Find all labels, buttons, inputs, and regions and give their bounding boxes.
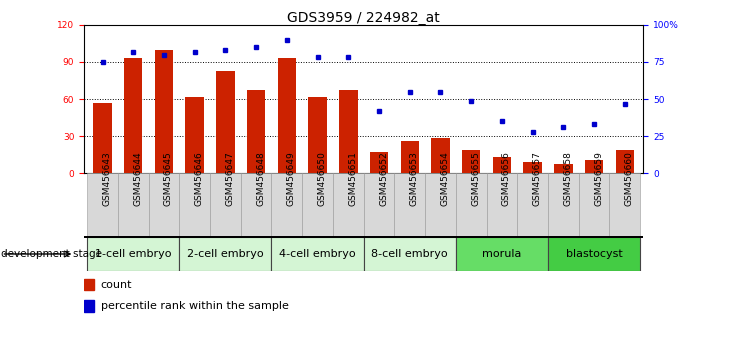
Text: 8-cell embryo: 8-cell embryo <box>371 249 448 259</box>
Text: GSM456656: GSM456656 <box>502 151 511 206</box>
Bar <box>333 173 363 237</box>
Bar <box>247 90 265 173</box>
Text: GSM456649: GSM456649 <box>287 151 296 206</box>
Text: GSM456650: GSM456650 <box>317 151 327 206</box>
Bar <box>548 237 640 271</box>
Bar <box>579 173 610 237</box>
Bar <box>84 300 94 312</box>
Bar <box>431 137 450 173</box>
Bar <box>216 70 235 173</box>
Text: GSM456652: GSM456652 <box>379 151 388 206</box>
Text: count: count <box>101 280 132 290</box>
Bar <box>210 173 240 237</box>
Text: blastocyst: blastocyst <box>566 249 623 259</box>
Bar <box>302 173 333 237</box>
Bar <box>87 237 179 271</box>
Bar <box>548 173 579 237</box>
Bar <box>456 237 548 271</box>
Text: GSM456643: GSM456643 <box>102 151 112 206</box>
Bar <box>363 237 456 271</box>
Text: GSM456657: GSM456657 <box>533 151 542 206</box>
Bar <box>84 279 94 291</box>
Bar <box>179 173 210 237</box>
Bar <box>124 58 143 173</box>
Text: GSM456653: GSM456653 <box>410 151 419 206</box>
Bar <box>493 157 511 173</box>
Bar <box>148 173 179 237</box>
Bar <box>456 173 487 237</box>
Text: development stage: development stage <box>1 249 102 259</box>
Bar <box>155 50 173 173</box>
Bar <box>271 237 363 271</box>
Bar <box>271 173 302 237</box>
Bar <box>395 173 425 237</box>
Text: percentile rank within the sample: percentile rank within the sample <box>101 301 289 311</box>
Bar <box>554 164 572 173</box>
Text: 2-cell embryo: 2-cell embryo <box>187 249 264 259</box>
Text: GSM456645: GSM456645 <box>164 151 173 206</box>
Text: GSM456655: GSM456655 <box>471 151 480 206</box>
Bar <box>308 97 327 173</box>
Bar <box>401 141 419 173</box>
Text: GSM456647: GSM456647 <box>225 151 235 206</box>
Bar <box>610 173 640 237</box>
Bar <box>363 173 395 237</box>
Text: GSM456654: GSM456654 <box>441 151 450 206</box>
Bar <box>179 237 271 271</box>
Bar <box>94 103 112 173</box>
Bar <box>278 58 296 173</box>
Bar <box>523 162 542 173</box>
Bar <box>370 152 388 173</box>
Text: GSM456658: GSM456658 <box>564 151 572 206</box>
Bar <box>462 150 480 173</box>
Text: morula: morula <box>482 249 522 259</box>
Bar <box>585 160 603 173</box>
Bar <box>487 173 518 237</box>
Bar <box>616 150 634 173</box>
Text: 1-cell embryo: 1-cell embryo <box>95 249 172 259</box>
Bar <box>87 173 118 237</box>
Text: 4-cell embryo: 4-cell embryo <box>279 249 356 259</box>
Bar <box>118 173 148 237</box>
Bar <box>518 173 548 237</box>
Text: GSM456660: GSM456660 <box>625 151 634 206</box>
Bar <box>240 173 271 237</box>
Bar <box>425 173 456 237</box>
Text: GSM456648: GSM456648 <box>256 151 265 206</box>
Bar <box>186 97 204 173</box>
Text: GSM456644: GSM456644 <box>133 151 143 206</box>
Text: GDS3959 / 224982_at: GDS3959 / 224982_at <box>287 11 440 25</box>
Text: GSM456659: GSM456659 <box>594 151 603 206</box>
Text: GSM456646: GSM456646 <box>194 151 204 206</box>
Text: GSM456651: GSM456651 <box>348 151 357 206</box>
Bar <box>339 90 357 173</box>
